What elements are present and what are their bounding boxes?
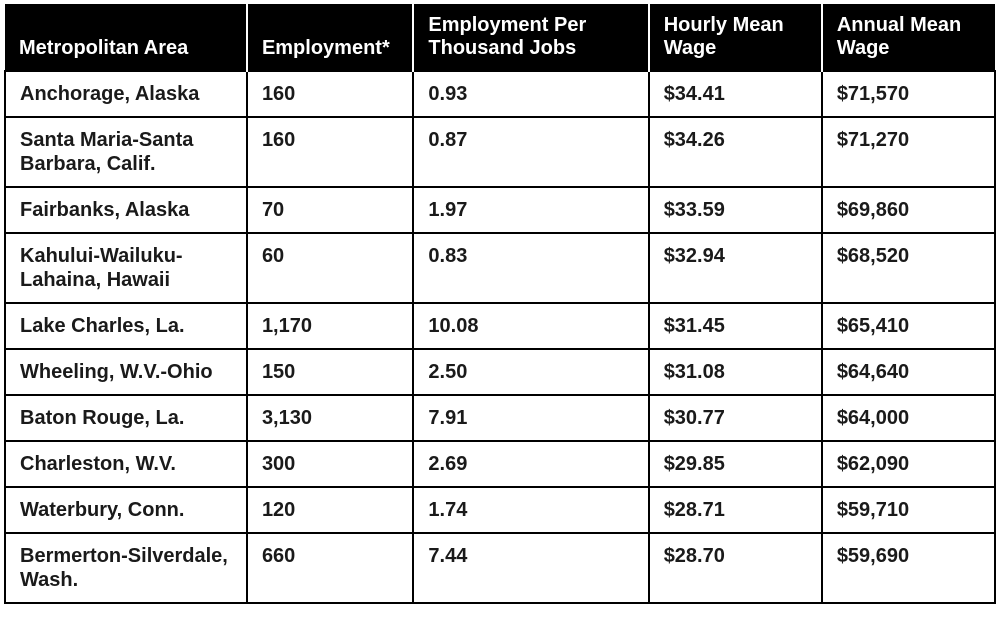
cell-ept: 0.83 <box>413 233 648 303</box>
cell-metro: Fairbanks, Alaska <box>5 187 247 233</box>
table-row: Baton Rouge, La.3,1307.91$30.77$64,000 <box>5 395 995 441</box>
cell-ept: 7.44 <box>413 533 648 603</box>
cell-emp: 1,170 <box>247 303 413 349</box>
cell-emp: 300 <box>247 441 413 487</box>
cell-metro: Bermerton-Silverdale, Wash. <box>5 533 247 603</box>
cell-ept: 0.93 <box>413 71 648 117</box>
cell-annual: $69,860 <box>822 187 995 233</box>
table-row: Fairbanks, Alaska701.97$33.59$69,860 <box>5 187 995 233</box>
table-row: Kahului-Wailuku-Lahaina, Hawaii600.83$32… <box>5 233 995 303</box>
cell-metro: Waterbury, Conn. <box>5 487 247 533</box>
table-row: Waterbury, Conn.1201.74$28.71$59,710 <box>5 487 995 533</box>
table-row: Bermerton-Silverdale, Wash.6607.44$28.70… <box>5 533 995 603</box>
cell-metro: Wheeling, W.V.-Ohio <box>5 349 247 395</box>
cell-hourly: $31.08 <box>649 349 822 395</box>
col-header-emp: Employment* <box>247 4 413 71</box>
cell-hourly: $31.45 <box>649 303 822 349</box>
cell-emp: 150 <box>247 349 413 395</box>
cell-metro: Baton Rouge, La. <box>5 395 247 441</box>
cell-annual: $62,090 <box>822 441 995 487</box>
cell-emp: 60 <box>247 233 413 303</box>
table-row: Charleston, W.V.3002.69$29.85$62,090 <box>5 441 995 487</box>
cell-ept: 10.08 <box>413 303 648 349</box>
cell-metro: Santa Maria-Santa Barbara, Calif. <box>5 117 247 187</box>
col-header-annual: Annual Mean Wage <box>822 4 995 71</box>
col-header-hourly: Hourly Mean Wage <box>649 4 822 71</box>
cell-hourly: $30.77 <box>649 395 822 441</box>
cell-annual: $71,570 <box>822 71 995 117</box>
cell-ept: 2.50 <box>413 349 648 395</box>
cell-emp: 120 <box>247 487 413 533</box>
cell-annual: $64,640 <box>822 349 995 395</box>
table-row: Santa Maria-Santa Barbara, Calif.1600.87… <box>5 117 995 187</box>
cell-annual: $59,710 <box>822 487 995 533</box>
cell-hourly: $34.26 <box>649 117 822 187</box>
cell-hourly: $29.85 <box>649 441 822 487</box>
cell-emp: 160 <box>247 71 413 117</box>
cell-metro: Anchorage, Alaska <box>5 71 247 117</box>
col-header-ept: Employment Per Thousand Jobs <box>413 4 648 71</box>
cell-annual: $64,000 <box>822 395 995 441</box>
table-row: Anchorage, Alaska1600.93$34.41$71,570 <box>5 71 995 117</box>
wage-table: Metropolitan Area Employment* Employment… <box>4 4 996 604</box>
cell-hourly: $34.41 <box>649 71 822 117</box>
table-row: Wheeling, W.V.-Ohio1502.50$31.08$64,640 <box>5 349 995 395</box>
cell-emp: 3,130 <box>247 395 413 441</box>
cell-ept: 0.87 <box>413 117 648 187</box>
cell-metro: Kahului-Wailuku-Lahaina, Hawaii <box>5 233 247 303</box>
table-body: Anchorage, Alaska1600.93$34.41$71,570San… <box>5 71 995 603</box>
table-row: Lake Charles, La.1,17010.08$31.45$65,410 <box>5 303 995 349</box>
cell-annual: $71,270 <box>822 117 995 187</box>
cell-annual: $59,690 <box>822 533 995 603</box>
cell-hourly: $28.70 <box>649 533 822 603</box>
cell-annual: $65,410 <box>822 303 995 349</box>
cell-emp: 660 <box>247 533 413 603</box>
cell-ept: 7.91 <box>413 395 648 441</box>
cell-ept: 1.74 <box>413 487 648 533</box>
table-header-row: Metropolitan Area Employment* Employment… <box>5 4 995 71</box>
col-header-metro: Metropolitan Area <box>5 4 247 71</box>
cell-hourly: $28.71 <box>649 487 822 533</box>
cell-hourly: $33.59 <box>649 187 822 233</box>
cell-hourly: $32.94 <box>649 233 822 303</box>
cell-emp: 70 <box>247 187 413 233</box>
cell-annual: $68,520 <box>822 233 995 303</box>
cell-metro: Lake Charles, La. <box>5 303 247 349</box>
cell-ept: 1.97 <box>413 187 648 233</box>
cell-emp: 160 <box>247 117 413 187</box>
cell-metro: Charleston, W.V. <box>5 441 247 487</box>
cell-ept: 2.69 <box>413 441 648 487</box>
